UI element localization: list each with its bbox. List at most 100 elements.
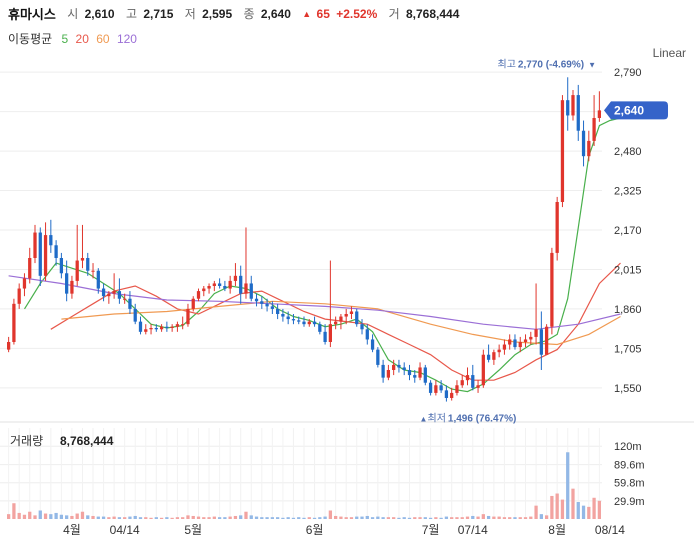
candle-body — [518, 342, 522, 348]
candlestick — [460, 375, 464, 388]
volume-bar — [196, 516, 201, 519]
candlestick — [233, 263, 238, 286]
candle-body — [228, 280, 232, 289]
candle-body — [149, 328, 153, 330]
low-annotation-label: 최저 — [428, 413, 446, 425]
volume-bar — [80, 511, 85, 519]
candlestick — [281, 308, 285, 322]
scale-mode-toggle[interactable]: Linear — [652, 46, 686, 60]
candle-body — [91, 270, 95, 272]
candlestick — [291, 314, 296, 325]
time-tick-label: 08/14 — [595, 523, 625, 537]
candle-body — [270, 306, 274, 309]
low-annotation-value: 1,496 (76.47%) — [448, 414, 516, 425]
change-value: 65 — [316, 6, 330, 21]
candlestick — [38, 227, 42, 286]
volume-bar — [233, 515, 238, 519]
volume-bar — [566, 452, 570, 519]
candlestick — [133, 303, 137, 325]
candle-body — [481, 354, 485, 386]
volume-bar — [260, 517, 264, 519]
price-tick-label: 2,790 — [614, 67, 642, 79]
candle-body — [302, 321, 306, 325]
candle-body — [233, 275, 238, 281]
candle-body — [96, 270, 100, 289]
volume-bar — [349, 517, 354, 519]
candlestick — [486, 344, 491, 363]
candlestick — [175, 321, 180, 332]
candlestick — [497, 344, 501, 358]
candlestick — [360, 319, 364, 335]
ma-legend-120[interactable]: 120 — [116, 32, 137, 46]
quote-header: 휴마시스 시 2,610 고 2,715 저 2,595 종 2,640 ▲ 6… — [8, 4, 467, 24]
volume-bar — [518, 517, 522, 519]
candlestick — [33, 224, 37, 264]
candlestick — [138, 316, 143, 335]
candlestick — [439, 380, 443, 393]
candle-body — [249, 283, 253, 299]
candlestick — [202, 286, 206, 297]
volume-bar — [43, 513, 48, 519]
volume-bar — [128, 516, 132, 519]
time-tick-label: 4월 — [63, 523, 81, 537]
candle-body — [244, 283, 248, 294]
candlestick — [17, 283, 21, 309]
ma-legend-5[interactable]: 5 — [61, 32, 69, 46]
candlestick — [249, 275, 253, 302]
candlestick — [555, 196, 559, 261]
volume-bar — [12, 503, 16, 519]
candlestick — [597, 91, 601, 122]
volume-bar — [202, 517, 206, 519]
volume-bar — [302, 517, 306, 519]
volume-bar — [244, 511, 248, 519]
candlestick — [465, 367, 470, 386]
volume-bar — [460, 517, 464, 519]
volume-bar — [502, 517, 507, 519]
candlestick — [212, 280, 216, 292]
candlestick — [450, 387, 454, 401]
candle-body — [28, 258, 32, 279]
ma-legend-60[interactable]: 60 — [96, 32, 110, 46]
moving-average-legend[interactable]: 이동평균 5 20 60 120 — [8, 30, 141, 47]
candle-body — [123, 298, 127, 300]
ma-legend-20[interactable]: 20 — [75, 32, 89, 46]
volume-bar — [123, 517, 127, 519]
candle-body — [159, 326, 164, 330]
candlestick — [228, 275, 232, 294]
candlestick — [407, 364, 412, 381]
volume-bar — [481, 514, 485, 519]
candlestick — [91, 263, 95, 279]
candlestick — [96, 268, 100, 294]
volume-bar — [581, 505, 586, 519]
volume-bar — [439, 517, 443, 519]
candlestick — [65, 260, 69, 302]
volume-bar — [28, 511, 32, 519]
volume-bar — [555, 493, 559, 519]
candlestick — [508, 334, 512, 350]
candle-body — [70, 280, 74, 294]
candle-body — [217, 283, 222, 286]
candle-body — [33, 232, 37, 258]
volume-bar — [275, 517, 280, 519]
price-tick-label: 2,015 — [614, 264, 642, 276]
volume-bar — [33, 515, 37, 519]
up-triangle-icon: ▲ — [420, 415, 428, 424]
volume-bar — [597, 500, 601, 519]
candle-body — [86, 258, 90, 271]
candle-body — [360, 324, 364, 330]
candlestick — [566, 77, 570, 131]
volume-bar — [360, 516, 364, 519]
price-grid — [0, 71, 602, 389]
candlestick — [302, 316, 306, 327]
volume-bar — [587, 506, 591, 519]
volume-bar — [212, 516, 216, 519]
candle-body — [286, 316, 290, 320]
candle-body — [428, 382, 433, 393]
volume-bar — [455, 517, 459, 519]
candle-body — [587, 140, 591, 157]
candle-body — [202, 288, 206, 292]
open-label: 시 — [67, 7, 79, 21]
candle-body — [444, 390, 449, 398]
candlestick — [413, 370, 417, 383]
